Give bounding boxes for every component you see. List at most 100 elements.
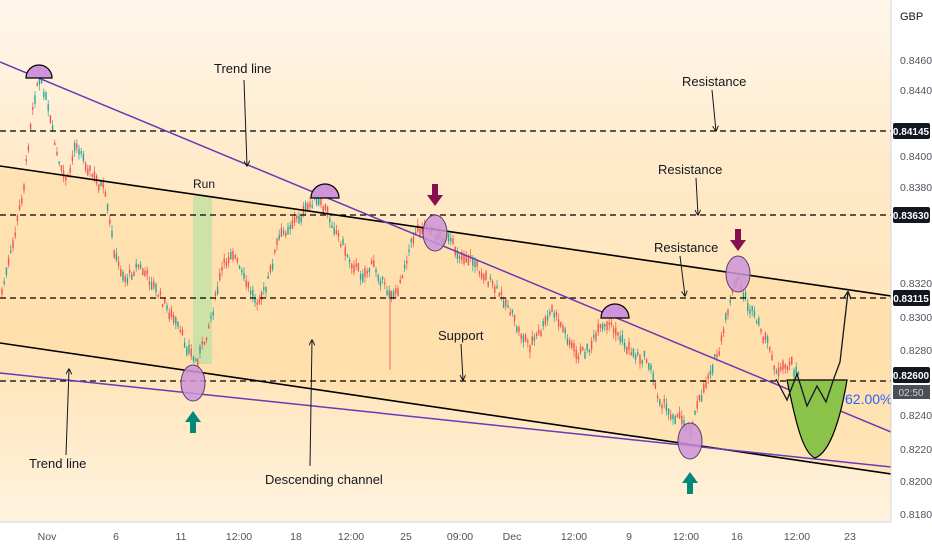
candle-body bbox=[128, 269, 131, 273]
candle-body bbox=[709, 370, 712, 375]
label-run: Run bbox=[193, 177, 215, 191]
candle-body bbox=[678, 411, 681, 419]
run-zone bbox=[193, 196, 212, 364]
x-tick-label: 12:00 bbox=[673, 531, 699, 543]
circle-highlights bbox=[180, 214, 751, 460]
candle-body bbox=[667, 408, 670, 415]
candle-body bbox=[3, 281, 5, 284]
candle-body bbox=[769, 346, 771, 351]
candle-body bbox=[230, 252, 232, 260]
candle-body bbox=[791, 356, 793, 365]
candle-body bbox=[205, 337, 208, 341]
candle-body bbox=[465, 255, 467, 263]
candle-body bbox=[494, 286, 496, 293]
candle-body bbox=[56, 151, 58, 156]
candle-body bbox=[698, 394, 701, 401]
candle-body bbox=[329, 218, 331, 223]
x-tick-label: 12:00 bbox=[338, 531, 364, 543]
channel-lower-line[interactable] bbox=[0, 342, 892, 475]
candle-body bbox=[742, 292, 745, 299]
callout-resistance-1 bbox=[711, 89, 716, 131]
candle-body bbox=[483, 274, 485, 281]
candle-body bbox=[258, 299, 261, 304]
price-axis-labels: 0.84145 0.83630 0.83115 0.82600 02:50 bbox=[893, 123, 930, 399]
candle-body bbox=[170, 309, 173, 317]
candle-body bbox=[703, 383, 705, 393]
label-descending-channel: Descending channel bbox=[265, 472, 383, 487]
candle-body bbox=[78, 148, 80, 155]
candle-body bbox=[784, 363, 786, 369]
channel-fill bbox=[0, 166, 891, 474]
label-resistance-2: Resistance bbox=[658, 162, 722, 177]
candle-body bbox=[386, 290, 388, 295]
candle-body bbox=[395, 288, 397, 294]
candle-body bbox=[23, 184, 25, 191]
candle-body bbox=[663, 398, 665, 403]
candle-body bbox=[91, 174, 93, 177]
candle-body bbox=[417, 224, 419, 232]
candle-body bbox=[463, 255, 465, 264]
candle-body bbox=[725, 313, 727, 321]
circle-high-nov25 bbox=[422, 214, 448, 252]
candle-body bbox=[139, 264, 142, 269]
candle-body bbox=[326, 206, 329, 216]
candle-body bbox=[461, 252, 463, 261]
candle-body bbox=[300, 216, 302, 222]
candle-body bbox=[276, 238, 278, 245]
candle-body bbox=[172, 314, 175, 323]
candle-body bbox=[14, 232, 16, 237]
arrow-up-1 bbox=[185, 411, 201, 433]
candle-body bbox=[315, 195, 318, 205]
candle-body bbox=[375, 269, 377, 273]
candle-body bbox=[656, 395, 659, 399]
candle-body bbox=[793, 369, 795, 377]
candle-body bbox=[73, 142, 76, 152]
label-fib-level: 62.00% bbox=[845, 391, 892, 407]
candle-body bbox=[568, 339, 571, 346]
candle-body bbox=[271, 263, 274, 270]
candle-body bbox=[25, 159, 27, 162]
candle-body bbox=[797, 371, 800, 375]
candle-body bbox=[674, 416, 676, 424]
x-tick-label: 23 bbox=[844, 531, 856, 543]
callout-trend-top bbox=[243, 79, 247, 166]
candle-body bbox=[161, 304, 164, 307]
candle-body bbox=[414, 232, 417, 235]
candle-body bbox=[612, 328, 615, 333]
candle-body bbox=[247, 282, 250, 288]
candle-body bbox=[412, 236, 415, 244]
candle-body bbox=[117, 261, 120, 266]
candle-body bbox=[456, 250, 459, 259]
price-label-box bbox=[893, 367, 930, 383]
price-label: 0.82600 bbox=[893, 367, 930, 383]
label-resistance-1: Resistance bbox=[682, 74, 746, 89]
candle-body bbox=[555, 312, 558, 316]
candle-body bbox=[100, 181, 102, 187]
candle-body bbox=[604, 324, 606, 327]
candle-body bbox=[496, 285, 498, 289]
candle-body bbox=[150, 282, 153, 290]
candle-body bbox=[353, 264, 355, 273]
candle-body bbox=[80, 151, 82, 154]
candle-body bbox=[254, 298, 256, 303]
trend-line-lower[interactable] bbox=[0, 372, 892, 468]
candle-body bbox=[637, 351, 639, 355]
candle-body bbox=[109, 219, 111, 224]
candle-body bbox=[507, 305, 509, 309]
trend-line-upper[interactable] bbox=[0, 61, 892, 433]
signal-arrows bbox=[185, 184, 746, 494]
candle-body bbox=[513, 315, 516, 321]
arc-highlights bbox=[25, 64, 630, 319]
candle-body bbox=[335, 230, 338, 234]
callout-resistance-3 bbox=[679, 255, 685, 296]
candle-body bbox=[458, 256, 461, 259]
candle-body bbox=[16, 215, 19, 221]
candle-body bbox=[34, 95, 36, 104]
candle-body bbox=[203, 341, 206, 345]
candle-body bbox=[234, 255, 236, 259]
arc-top-3 bbox=[600, 303, 630, 319]
candle-body bbox=[263, 287, 265, 290]
